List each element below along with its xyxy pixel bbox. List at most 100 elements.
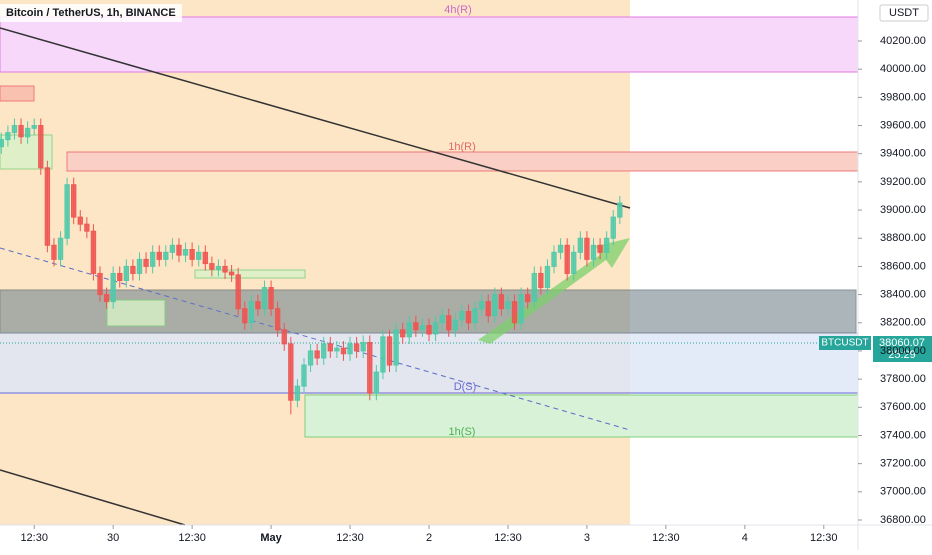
candle-body xyxy=(97,272,103,296)
y-tick-label: 39800.00 xyxy=(880,91,926,103)
candle-body xyxy=(367,341,373,394)
currency: USDT xyxy=(889,7,919,19)
small-zone xyxy=(106,299,166,327)
candle-body xyxy=(360,341,366,352)
x-tick-label: 12:30 xyxy=(336,532,364,544)
y-tick-label: 37000.00 xyxy=(880,486,926,498)
candle-body xyxy=(571,251,577,274)
candle-body xyxy=(123,265,130,281)
small-zone xyxy=(194,269,306,279)
candle-body xyxy=(294,385,301,401)
candle-body xyxy=(307,350,314,366)
y-tick-label: 39600.00 xyxy=(880,119,926,131)
candle-body xyxy=(518,294,524,324)
candle-body xyxy=(511,301,518,324)
x-tick-label: 3 xyxy=(584,532,590,544)
candle-body xyxy=(215,265,222,270)
candle-body xyxy=(498,294,505,310)
candle-body xyxy=(590,244,597,260)
currency-box xyxy=(879,4,929,22)
candle-body xyxy=(551,251,557,267)
candle-body xyxy=(432,322,439,335)
candle-body xyxy=(419,325,426,331)
candle-body xyxy=(117,272,123,281)
candle-body xyxy=(597,244,603,253)
candle-body xyxy=(281,329,287,345)
candle-body xyxy=(314,350,320,359)
y-tick-label: 38200.00 xyxy=(880,317,926,329)
y-tick-label: 40000.00 xyxy=(880,63,926,75)
candle-body xyxy=(610,216,616,239)
candle-body xyxy=(24,127,31,138)
candle-body xyxy=(156,251,162,260)
symbol-label xyxy=(819,336,871,350)
y-tick-label: 37800.00 xyxy=(880,373,926,385)
candle-body xyxy=(209,263,215,270)
candle-body xyxy=(130,265,136,274)
candle-body xyxy=(235,274,241,310)
trend-line xyxy=(0,469,186,526)
x-tick-label: 12:30 xyxy=(494,532,522,544)
candle-body xyxy=(84,223,90,232)
candle-body xyxy=(557,244,564,253)
candle-body xyxy=(459,310,465,321)
candle-body xyxy=(301,364,307,387)
candle-body xyxy=(386,336,393,366)
y-tick-label: 38600.00 xyxy=(880,260,926,272)
symbol-title: Bitcoin / TetherUS, 1h, BINANCE xyxy=(6,7,176,19)
candle-body xyxy=(44,167,51,246)
zone-1h-r xyxy=(66,151,859,172)
price-box xyxy=(873,336,932,362)
candle-body xyxy=(393,329,399,366)
y-tick-label: 37200.00 xyxy=(880,458,926,470)
candle-body xyxy=(5,132,11,141)
candle-body xyxy=(340,347,347,355)
x-tick-label: 4 xyxy=(742,532,748,544)
small-zone xyxy=(0,85,35,102)
candle-body xyxy=(18,125,24,138)
candle-body xyxy=(288,343,294,401)
candle-body xyxy=(531,272,537,303)
x-tick-label: 12:30 xyxy=(652,532,680,544)
candle-body xyxy=(544,265,551,289)
candle-body xyxy=(196,251,202,260)
x-tick-label: 12:30 xyxy=(20,532,48,544)
candle-body xyxy=(274,308,281,331)
candle-body xyxy=(103,294,110,303)
candle-body xyxy=(406,322,412,338)
dashed-trend xyxy=(0,247,631,431)
candle-body xyxy=(0,139,5,148)
candle-body xyxy=(439,315,445,324)
y-tick-label: 38400.00 xyxy=(880,288,926,300)
candle-body xyxy=(110,272,116,303)
candle-body xyxy=(334,347,340,352)
candle-body xyxy=(584,237,590,260)
candle-body xyxy=(163,251,169,260)
y-tick-label: 37600.00 xyxy=(880,401,926,413)
y-tick-label: 39200.00 xyxy=(880,176,926,188)
candle-body xyxy=(261,287,268,310)
candle-body xyxy=(564,244,570,274)
blue-zone xyxy=(0,332,858,394)
candle-body xyxy=(38,125,44,169)
candle-body xyxy=(149,251,156,267)
candle-body xyxy=(321,343,327,359)
x-tick-label: 30 xyxy=(107,532,119,544)
candle-body xyxy=(228,271,235,276)
candle-body xyxy=(255,301,261,310)
candle-body xyxy=(538,272,544,289)
candle-body xyxy=(492,294,498,317)
candle-body xyxy=(327,343,334,352)
symbol-label-text: BTCUSDT xyxy=(821,338,868,349)
candle-body xyxy=(347,343,353,355)
candle-body xyxy=(143,258,149,267)
candle-body xyxy=(182,249,189,256)
x-tick-label: May xyxy=(260,532,282,544)
candle-body xyxy=(31,125,37,129)
candle-body xyxy=(413,322,419,331)
candle-body xyxy=(90,230,97,274)
candle-body xyxy=(485,301,491,317)
x-tick-label: 12:30 xyxy=(178,532,206,544)
candle-body xyxy=(202,251,208,265)
candle-body xyxy=(472,308,478,324)
